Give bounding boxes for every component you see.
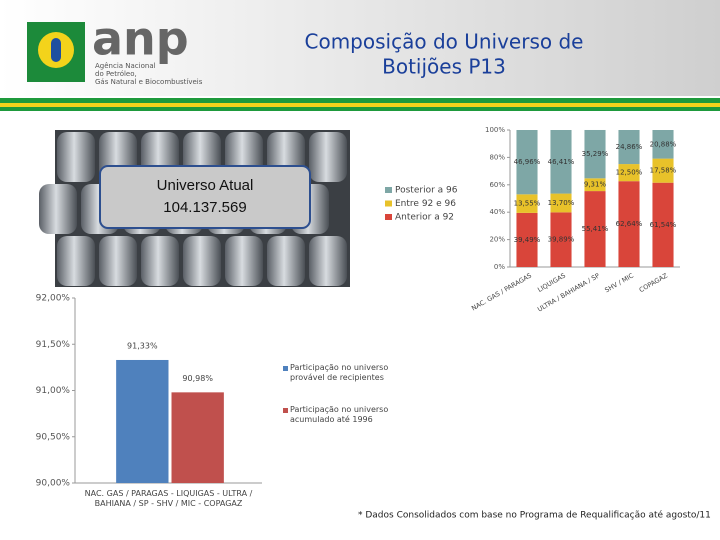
footnote: * Dados Consolidados com base no Program… [358, 510, 711, 521]
y-tick-label: 92,00% [36, 294, 71, 304]
y-tick-label: 90,50% [36, 432, 71, 442]
legend-swatch [283, 366, 288, 371]
stripe [0, 103, 720, 107]
value-label: 9,31% [584, 181, 607, 189]
x-tick-label: ULTRA / BAHIANA / SP [536, 271, 601, 313]
bar [116, 359, 169, 483]
bar-segment [584, 129, 606, 179]
logo-subtitle: Gás Natural e Biocombustíveis [95, 78, 203, 86]
bar-segment [618, 164, 640, 182]
value-label: 55,41% [582, 225, 609, 233]
logo-text: anp [92, 12, 189, 66]
legend-swatch [385, 200, 392, 207]
x-tick-label: COPAGAZ [638, 271, 670, 294]
bar-segment [550, 193, 572, 213]
cylinder [309, 132, 347, 182]
logo-subtitle: do Petróleo, [95, 70, 137, 78]
y-tick-label: 20% [489, 236, 505, 244]
cylinder [57, 132, 95, 182]
value-label: 13,55% [514, 200, 541, 208]
y-tick-label: 40% [489, 208, 505, 216]
x-tick-label: NAC. GAS / PARAGAS [470, 272, 533, 313]
bar-segment [652, 182, 674, 267]
legend-swatch [385, 187, 392, 193]
logo-subtitle: Agência Nacional [95, 62, 156, 70]
stripe [0, 107, 720, 111]
bar-segment [516, 212, 538, 267]
legend-swatch [385, 214, 392, 220]
legend-label: Participação no universo acumulado até 1… [290, 405, 389, 424]
bar-segment [550, 212, 572, 267]
cylinder [183, 236, 221, 286]
cylinder [141, 236, 179, 286]
callout-text: 104.137.569 [163, 199, 246, 216]
value-label: 17,58% [650, 167, 677, 175]
bar-segment [652, 130, 674, 159]
y-tick-label: 60% [489, 181, 505, 189]
value-label: 91,33% [127, 341, 158, 350]
cylinder [267, 236, 305, 286]
value-label: 24,86% [616, 143, 643, 151]
logo-drop [51, 38, 61, 62]
bar-segment [584, 191, 606, 267]
value-label: 35,29% [582, 150, 609, 158]
cylinder [39, 184, 77, 234]
value-label: 62,64% [616, 220, 643, 228]
cylinder [309, 236, 347, 286]
x-tick-label: SHV / MIC [603, 271, 635, 294]
legend-label: Posterior a 96 [395, 186, 458, 196]
callout-text: Universo Atual [157, 177, 254, 194]
slide-title: Composição do Universo de [305, 30, 584, 54]
legend-swatch [283, 408, 288, 413]
value-label: 12,50% [616, 169, 643, 177]
legend-label: Participação no universo provável de rec… [290, 363, 389, 382]
value-label: 46,96% [514, 158, 541, 166]
value-label: 90,98% [182, 374, 213, 383]
header-bg [0, 0, 720, 96]
y-tick-label: 100% [485, 126, 505, 134]
callout-box [99, 165, 311, 229]
value-label: 39,49% [514, 236, 541, 244]
value-label: 61,54% [650, 221, 677, 229]
value-label: 13,70% [548, 199, 575, 207]
slide-title: Botijões P13 [382, 55, 506, 79]
cylinder [99, 236, 137, 286]
stripe [0, 98, 720, 103]
bar-segment [516, 130, 538, 195]
value-label: 20,88% [650, 140, 677, 148]
bar-segment [618, 130, 640, 165]
x-tick-label: NAC. GAS / PARAGAS - LIQUIGAS - ULTRA / … [84, 489, 253, 508]
bar [171, 392, 224, 483]
legend-label: Anterior a 92 [395, 213, 454, 223]
y-tick-label: 91,50% [36, 340, 71, 350]
cylinder [57, 236, 95, 286]
value-label: 39,89% [548, 236, 575, 244]
y-tick-label: 91,00% [36, 386, 71, 396]
value-label: 46,41% [548, 158, 575, 166]
y-tick-label: 80% [489, 153, 505, 161]
bar-segment [584, 178, 606, 192]
cylinder [225, 236, 263, 286]
bar-segment [618, 181, 640, 267]
legend-label: Entre 92 e 96 [395, 199, 456, 209]
bar-segment [550, 130, 572, 194]
y-tick-label: 90,00% [36, 479, 71, 489]
y-tick-label: 0% [494, 263, 505, 271]
bar-segment [516, 194, 538, 213]
bar-segment [652, 158, 674, 183]
